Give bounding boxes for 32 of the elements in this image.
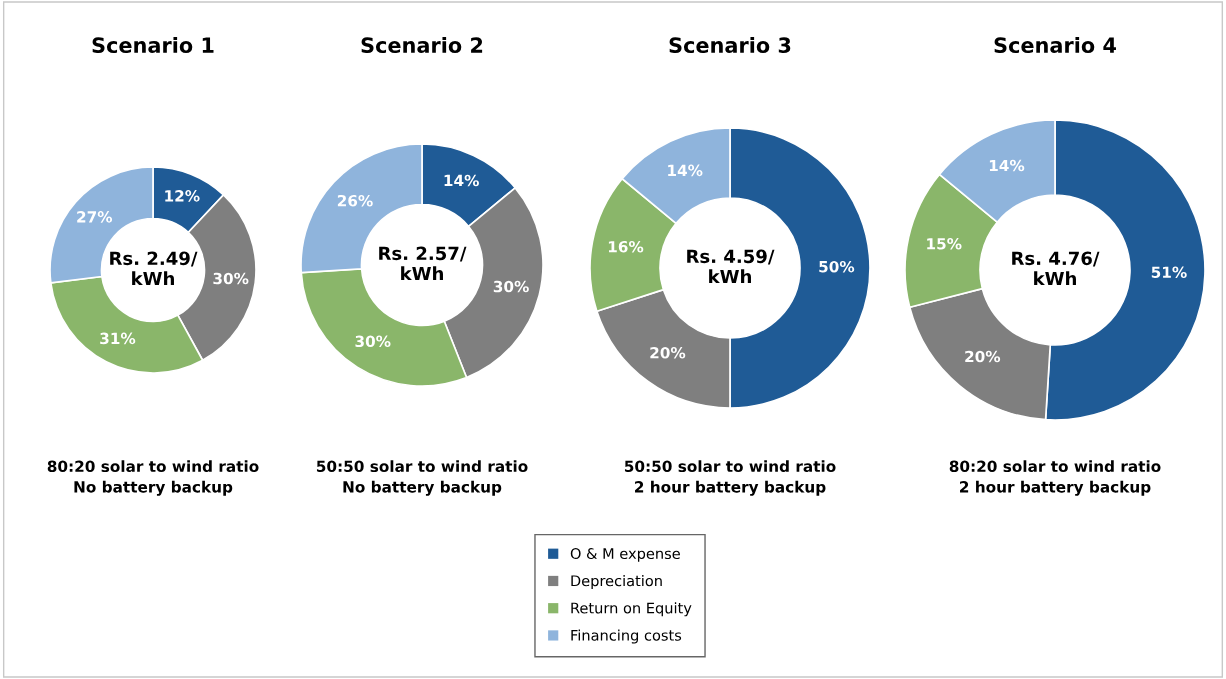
data-label: 26% <box>337 194 373 207</box>
data-label: 31% <box>100 332 136 345</box>
text: Rs. 2.49/ kWh <box>110 251 198 286</box>
legend-label: Depreciation <box>571 574 662 590</box>
text: Rs. 4.59/ kWh <box>687 249 775 284</box>
data-label: 20% <box>965 350 1001 363</box>
legend-label: Financing costs <box>571 629 682 644</box>
text: 80:20 solar to wind ratio No battery backup <box>47 460 259 496</box>
chart-title: Scenario 2 <box>361 36 483 54</box>
legend-label: O & M expense <box>570 548 680 562</box>
text: 50:50 solar to wind ratio No battery backup <box>316 460 528 496</box>
data-label: 14% <box>989 159 1025 172</box>
text: Rs. 2.57/ kWh <box>379 246 467 281</box>
data-label: 20% <box>650 346 686 359</box>
text: 50:50 solar to wind ratio 2 hour battery backup <box>624 460 836 496</box>
chart-title: Scenario 3 <box>669 36 791 54</box>
data-label: 30% <box>213 272 249 285</box>
data-label: 15% <box>927 238 962 250</box>
data-label: 30% <box>355 335 391 348</box>
chart-title: Scenario 4 <box>994 36 1116 54</box>
data-label: 27% <box>77 211 113 223</box>
data-label: 12% <box>165 190 200 202</box>
data-label: 50% <box>819 260 855 273</box>
data-label: 30% <box>493 280 529 293</box>
chart-title: Scenario 1 <box>92 36 214 54</box>
data-label: 14% <box>444 174 479 187</box>
legend-label: Return on Equity <box>571 602 692 617</box>
text: Rs. 4.76/ kWh <box>1012 251 1100 286</box>
text: 80:20 solar to wind ratio 2 hour battery backup <box>949 460 1161 496</box>
data-label: 16% <box>608 240 644 253</box>
data-label: 51% <box>1151 266 1187 279</box>
data-label: 14% <box>668 164 703 177</box>
